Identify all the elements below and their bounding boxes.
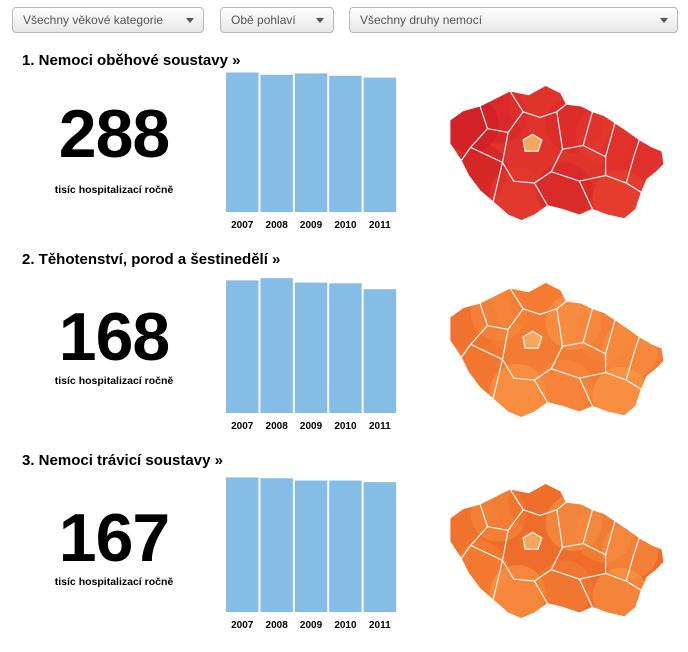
section-pregnancy: 2. Těhotenství, porod a šestinedělí » 16… [0,251,688,451]
region-border [492,162,504,202]
region-border [509,90,567,118]
bar-2007[interactable] [226,280,259,413]
region-map [449,483,665,619]
x-tick-label: 2011 [369,421,391,432]
bar-2009[interactable] [294,73,328,213]
section-title-link[interactable]: 2. Těhotenství, porod a šestinedělí » [22,251,281,268]
region-shade [536,560,593,617]
x-tick-label: 2007 [231,421,254,432]
x-tick-label: 2007 [231,220,254,231]
country-outline [449,282,665,418]
x-tick-label: 2008 [266,421,289,432]
region-border [470,544,503,561]
region-border [470,343,503,360]
map-regions [450,282,664,418]
age-filter-value: Všechny věkové kategorie [23,13,164,27]
x-tick-label: 2010 [334,220,357,231]
region-border [492,359,504,399]
chevron-down-icon [186,18,194,23]
region-shade [536,162,593,219]
region-border [460,503,489,559]
x-tick-label: 2008 [266,220,289,231]
headline-number: 288 [58,96,170,172]
bar-2010[interactable] [329,480,362,612]
map-regions [450,85,664,221]
bar-2008[interactable] [260,278,293,413]
region-border [492,560,504,600]
region-shade [489,364,546,418]
x-tick-label: 2010 [334,620,357,631]
x-tick-label: 2011 [369,620,391,631]
region-border [509,287,567,315]
bar-2007[interactable] [226,72,259,212]
bar-2007[interactable] [226,477,259,612]
x-tick-label: 2009 [300,421,323,432]
bar-2008[interactable] [260,478,293,612]
age-filter-select[interactable]: Všechny věkové kategorie [12,7,204,33]
headline-number: 168 [58,299,170,375]
x-tick-label: 2009 [300,220,323,231]
region-border [460,105,489,161]
region-border [460,302,489,358]
region-border [533,379,548,403]
country-outline [449,483,665,619]
bar-2010[interactable] [329,283,362,413]
region-prague[interactable] [522,133,543,152]
disease-filter-select[interactable]: Všechny druhy nemocí [349,7,678,33]
country-outline [449,85,665,221]
map-regions [450,483,664,619]
unit-label: tisíc hospitalizací ročně [54,375,174,387]
x-tick-label: 2011 [369,220,391,231]
bar-2011[interactable] [363,289,397,413]
bar-chart: 2007 2008 2009 2010 2011 [226,72,397,231]
region-map [449,282,665,418]
headline-number: 167 [58,500,170,576]
region-prague[interactable] [522,531,543,550]
bar-2009[interactable] [294,480,328,612]
bar-2009[interactable] [294,282,328,413]
sex-filter-select[interactable]: Obě pohlaví [220,7,334,33]
region-border [625,537,640,582]
x-tick-label: 2007 [231,620,254,631]
bar-2011[interactable] [363,482,397,612]
section-digestive: 3. Nemoci trávicí soustavy » 167 tisíc h… [0,452,688,652]
bar-chart: 2007 2008 2009 2010 2011 [226,278,397,432]
bar-2008[interactable] [260,74,293,212]
region-border [625,139,640,184]
region-shade [489,167,546,221]
chevron-down-icon [316,18,324,23]
region-border [533,182,548,206]
region-shade [536,359,593,416]
sex-filter-value: Obě pohlaví [231,13,296,27]
x-tick-label: 2010 [334,421,357,432]
unit-label: tisíc hospitalizací ročně [54,184,174,196]
bar-2011[interactable] [363,77,397,212]
chevron-down-icon [660,18,668,23]
section-title-link[interactable]: 3. Nemoci trávicí soustavy » [22,452,223,469]
region-prague[interactable] [522,330,543,349]
region-shade [489,565,546,619]
section-circulatory: 1. Nemoci oběhové soustavy » 288 tisíc h… [0,52,688,252]
x-tick-label: 2008 [266,620,289,631]
region-map [449,85,665,221]
region-border [509,488,567,516]
disease-filter-value: Všechny druhy nemocí [360,13,483,27]
x-tick-label: 2009 [300,620,323,631]
unit-label: tisíc hospitalizací ročně [54,576,174,588]
region-border [533,580,548,604]
bar-2010[interactable] [329,75,362,212]
region-border [625,336,640,381]
bar-chart: 2007 2008 2009 2010 2011 [226,477,397,631]
region-border [470,146,503,163]
section-title-link[interactable]: 1. Nemoci oběhové soustavy » [22,52,241,69]
